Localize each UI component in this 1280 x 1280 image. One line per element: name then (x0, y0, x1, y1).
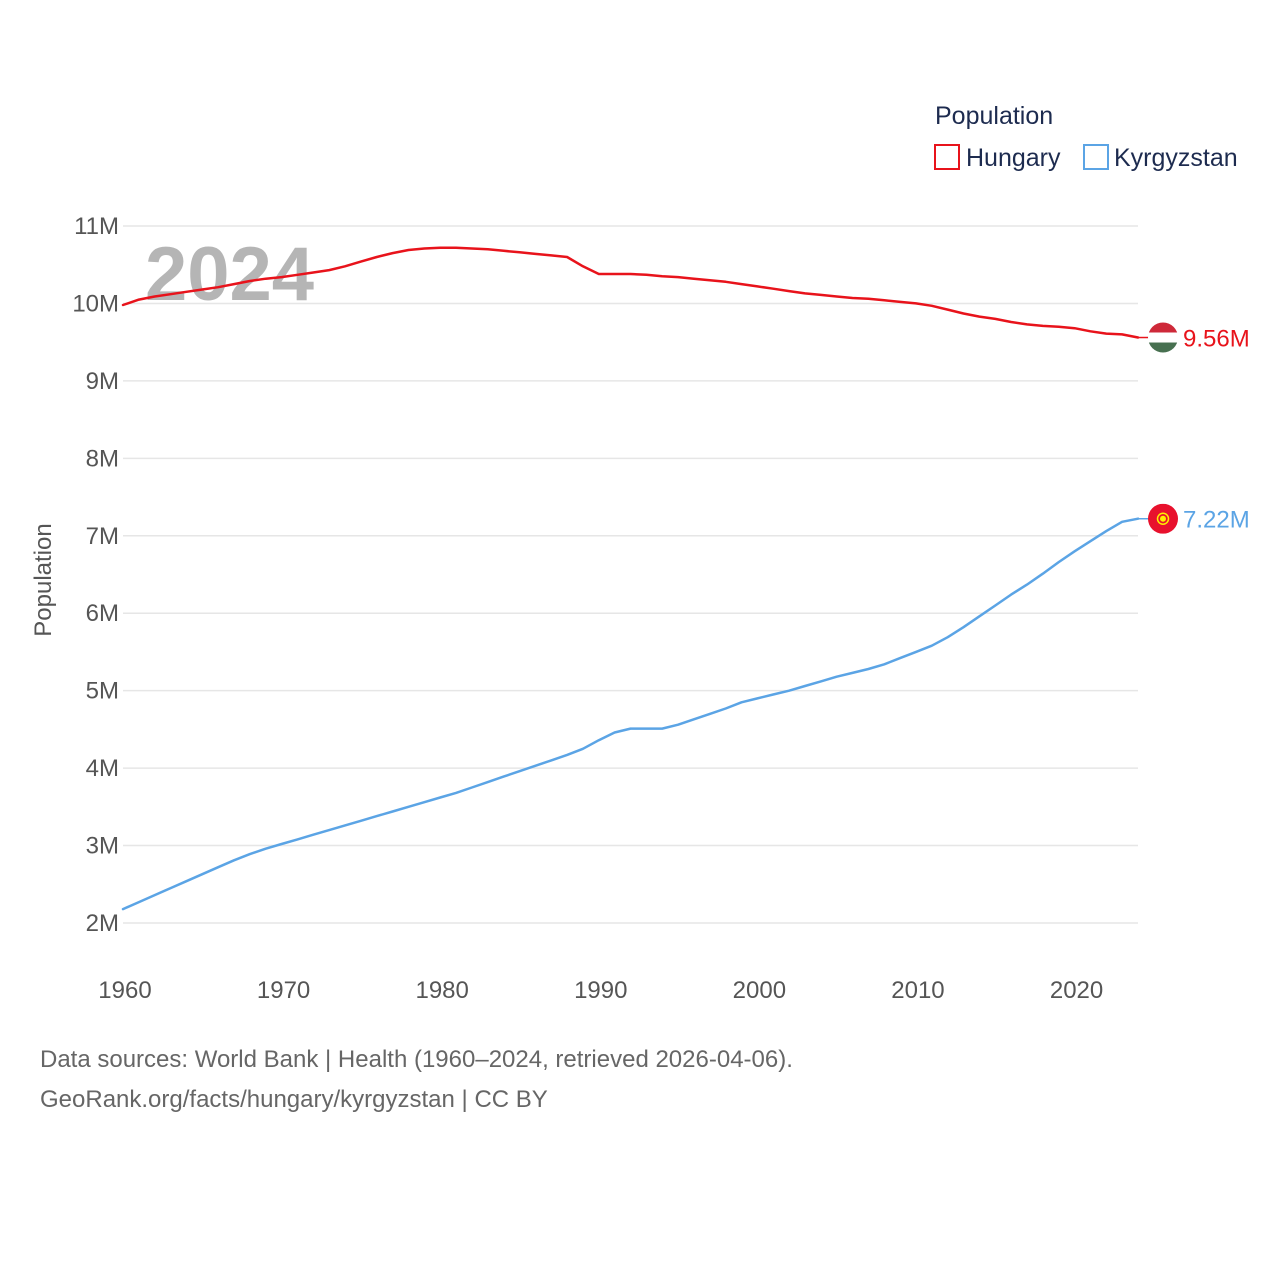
legend-item-hungary[interactable]: Hungary (934, 144, 1061, 172)
x-tick-label-1980: 1980 (415, 977, 468, 1004)
legend-swatch-hungary (934, 144, 960, 170)
legend-item-kyrgyzstan[interactable]: Kyrgyzstan (1083, 144, 1238, 172)
population-line-chart: 2M 3M 4M 5M 6M 7M 8M 9M 10M 11M 1960 1970 1980 1990 2… (30, 102, 1250, 1004)
y-tick-label-11M: 11M (74, 213, 119, 240)
x-axis-ticks: 1960 1970 1980 1990 2000 2010 2020 (98, 977, 1103, 1004)
y-tick-label-7M: 7M (86, 523, 119, 550)
y-tick-label-5M: 5M (86, 678, 119, 705)
y-tick-label-6M: 6M (86, 600, 119, 627)
y-tick-label-4M: 4M (86, 755, 119, 782)
footer: Data sources: World Bank | Health (1960–… (40, 1040, 793, 1120)
x-tick-label-2010: 2010 (891, 977, 944, 1004)
hungary-flag-icon (1148, 322, 1178, 353)
series-lines (121, 246, 1140, 911)
end-value-label-kyrgyzstan: 7.22M (1183, 507, 1250, 534)
series-line-hungary[interactable] (121, 246, 1140, 339)
legend-label-kyrgyzstan: Kyrgyzstan (1114, 144, 1238, 172)
series-endpoints: 9.56M 7.22M (1138, 322, 1250, 534)
legend-swatch-kyrgyzstan (1083, 144, 1109, 170)
y-axis-ticks: 2M 3M 4M 5M 6M 7M 8M 9M 10M 11M (72, 213, 119, 937)
x-tick-label-2020: 2020 (1050, 977, 1103, 1004)
kyrgyzstan-flag-icon (1148, 503, 1178, 534)
end-value-label-hungary: 9.56M (1183, 326, 1250, 353)
grid-lines (123, 225, 1138, 924)
legend-title: Population (935, 102, 1053, 130)
x-tick-label-1960: 1960 (98, 977, 151, 1004)
legend: Population Hungary Kyrgyzstan (934, 102, 1238, 172)
x-tick-label-1970: 1970 (257, 977, 310, 1004)
y-tick-label-9M: 9M (86, 368, 119, 395)
y-axis-title: Population (30, 523, 57, 636)
data-source-note: Data sources: World Bank | Health (1960–… (40, 1046, 793, 1073)
x-tick-label-1990: 1990 (574, 977, 627, 1004)
x-tick-label-2000: 2000 (733, 977, 786, 1004)
year-watermark: 2024 (145, 232, 314, 317)
legend-label-hungary: Hungary (966, 144, 1061, 172)
source-link[interactable]: GeoRank.org/facts/hungary/kyrgyzstan | C… (40, 1086, 548, 1113)
y-tick-label-10M: 10M (72, 290, 119, 317)
y-tick-label-8M: 8M (86, 445, 119, 472)
y-tick-label-3M: 3M (86, 833, 119, 860)
series-line-kyrgyzstan[interactable] (121, 517, 1140, 911)
y-tick-label-2M: 2M (86, 910, 119, 937)
